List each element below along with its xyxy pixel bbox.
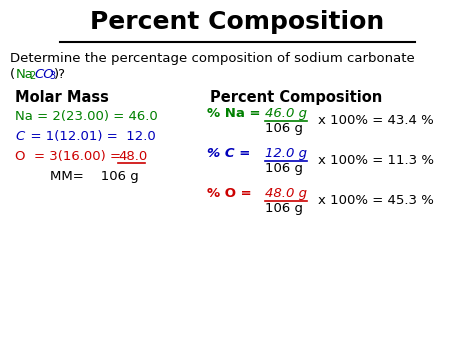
Text: % O =: % O = (207, 187, 252, 200)
Text: 106 g: 106 g (265, 202, 303, 215)
Text: 12.0 g: 12.0 g (265, 147, 307, 160)
Text: Determine the percentage composition of sodium carbonate: Determine the percentage composition of … (10, 52, 415, 65)
Text: 48.0 g: 48.0 g (265, 187, 307, 200)
Text: x 100% = 11.3 %: x 100% = 11.3 % (318, 154, 434, 167)
Text: 2: 2 (29, 71, 35, 81)
Text: Na = 2(23.00) = 46.0: Na = 2(23.00) = 46.0 (15, 110, 158, 123)
Text: Percent Composition: Percent Composition (210, 90, 382, 105)
Text: (: ( (10, 68, 15, 81)
Text: 48.0: 48.0 (118, 150, 147, 163)
Text: 46.0 g: 46.0 g (265, 107, 307, 120)
Text: O  = 3(16.00) =: O = 3(16.00) = (15, 150, 125, 163)
Text: 106 g: 106 g (265, 122, 303, 135)
Text: CO: CO (34, 68, 54, 81)
Text: MM=    106 g: MM= 106 g (50, 170, 139, 183)
Text: x 100% = 45.3 %: x 100% = 45.3 % (318, 194, 434, 207)
Text: )?: )? (54, 68, 66, 81)
Text: x 100% = 43.4 %: x 100% = 43.4 % (318, 114, 434, 127)
Text: Na: Na (16, 68, 34, 81)
Text: 106 g: 106 g (265, 162, 303, 175)
Text: C: C (15, 130, 24, 143)
Text: = 1(12.01) =  12.0: = 1(12.01) = 12.0 (22, 130, 156, 143)
Text: % Na =: % Na = (207, 107, 261, 120)
Text: Molar Mass: Molar Mass (15, 90, 109, 105)
Text: 3: 3 (49, 71, 55, 81)
Text: Percent Composition: Percent Composition (90, 10, 384, 34)
Text: % C =: % C = (207, 147, 250, 160)
